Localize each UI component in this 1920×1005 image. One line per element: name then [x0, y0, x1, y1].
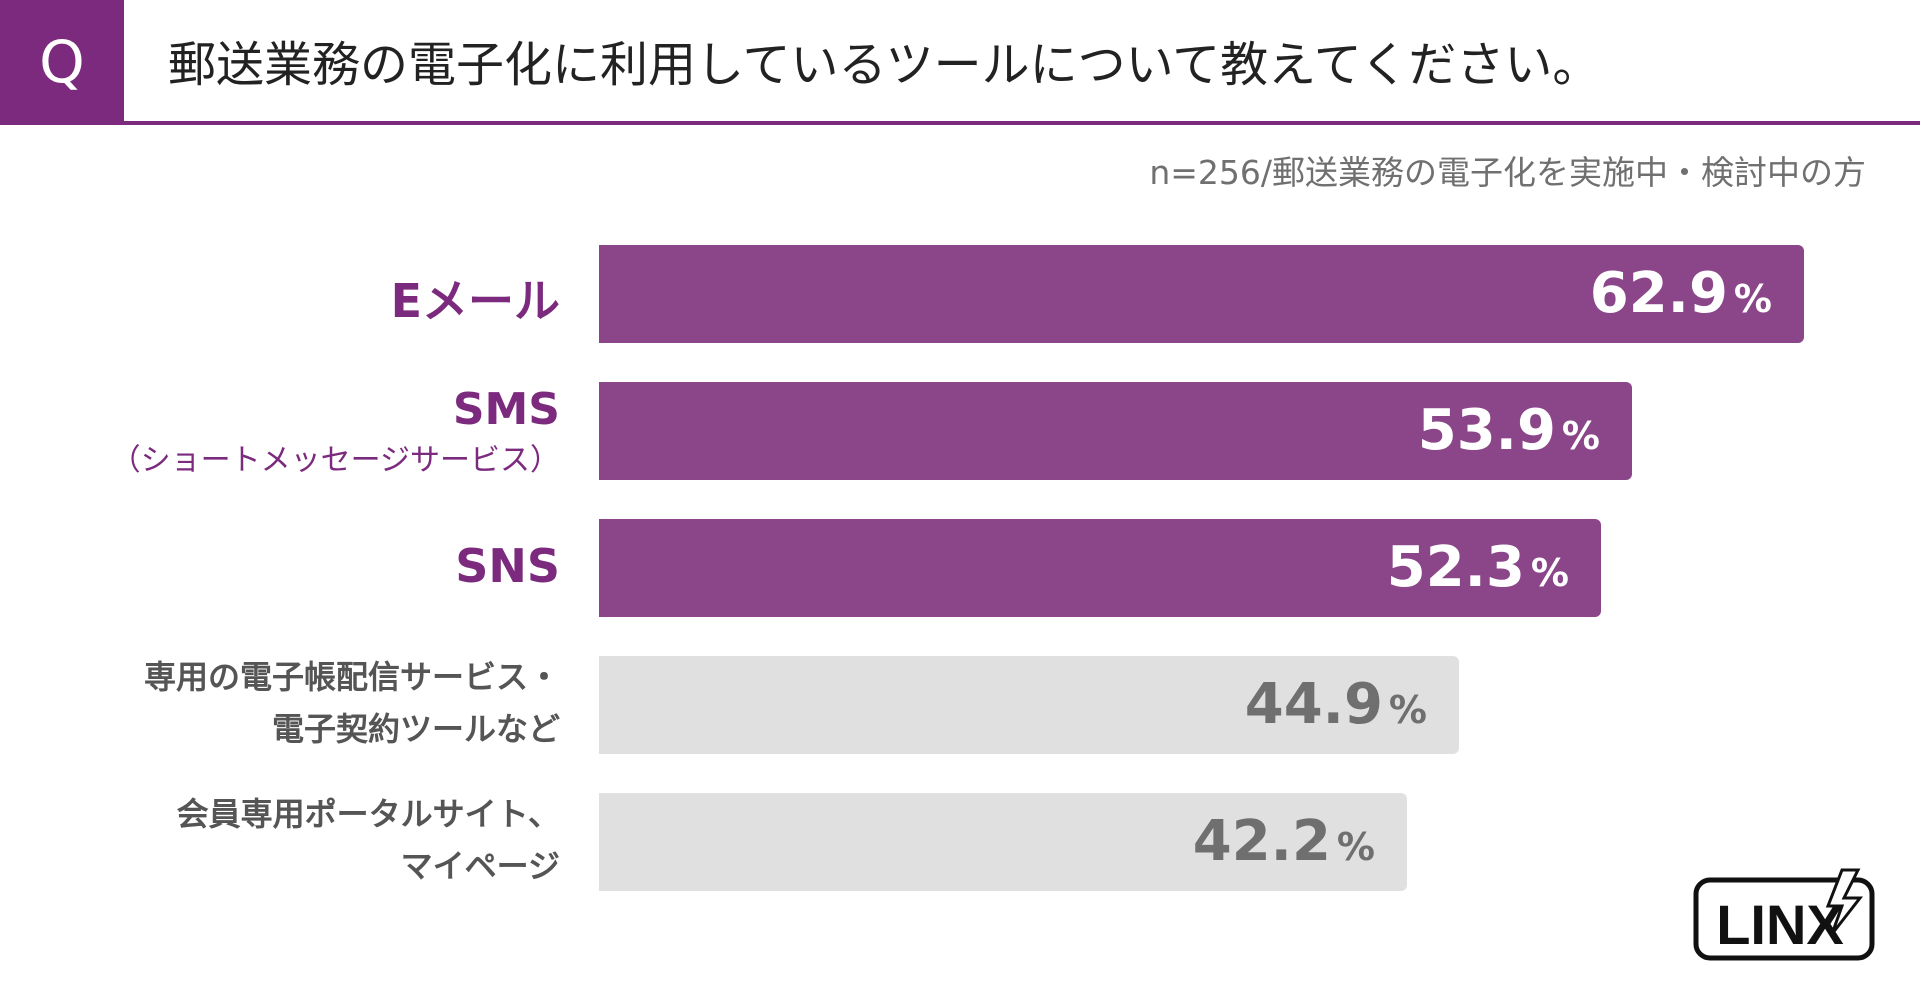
question-badge: Q [0, 0, 124, 124]
bar-1: 53.9% [599, 382, 1632, 480]
bar-4: 42.2% [599, 793, 1407, 891]
category-label-0: Eメール [391, 265, 560, 331]
bar-3: 44.9% [599, 656, 1459, 754]
value-unit: % [1530, 551, 1569, 595]
value-unit: % [1336, 825, 1375, 869]
category-label-4: 会員専用ポータルサイト、マイページ [177, 789, 560, 887]
category-label-line1: 会員専用ポータルサイト、 [176, 795, 560, 833]
category-label-line1: SMS [452, 384, 560, 435]
value-number: 62.9 [1589, 261, 1728, 326]
value-label-3: 44.9% [1245, 656, 1427, 754]
value-number: 53.9 [1417, 398, 1556, 463]
logo-text: LINX [1716, 893, 1844, 956]
category-label-line2: 電子契約ツールなど [271, 710, 560, 748]
category-label-line2: （ショートメッセージサービス） [110, 443, 560, 478]
value-number: 42.2 [1192, 809, 1331, 874]
sample-note: n=256/郵送業務の電子化を実施中・検討中の方 [1149, 153, 1866, 192]
value-number: 44.9 [1244, 672, 1383, 737]
value-label-0: 62.9% [1590, 245, 1772, 343]
category-label-1: SMS （ショートメッセージサービス） [111, 384, 560, 479]
category-label-line1: 専用の電子帳配信サービス・ [143, 658, 560, 696]
value-label-2: 52.3% [1387, 519, 1569, 617]
category-label-2: SNS [455, 539, 560, 593]
value-label-4: 42.2% [1193, 793, 1375, 891]
question-title: 郵送業務の電子化に利用しているツールについて教えてください。 [168, 37, 1601, 93]
bar-0: 62.9% [599, 245, 1804, 343]
category-label-line1: SNS [455, 539, 560, 593]
linx-logo: LINX [1693, 868, 1875, 961]
value-number: 52.3 [1386, 535, 1525, 600]
value-unit: % [1733, 277, 1772, 321]
header-divider [0, 121, 1920, 125]
value-label-1: 53.9% [1418, 382, 1600, 480]
category-label-line1: Eメール [390, 274, 560, 328]
value-unit: % [1388, 688, 1427, 732]
bar-2: 52.3% [599, 519, 1601, 617]
category-label-3: 専用の電子帳配信サービス・電子契約ツールなど [144, 652, 560, 750]
value-unit: % [1561, 414, 1600, 458]
category-label-line2: マイページ [400, 847, 560, 885]
